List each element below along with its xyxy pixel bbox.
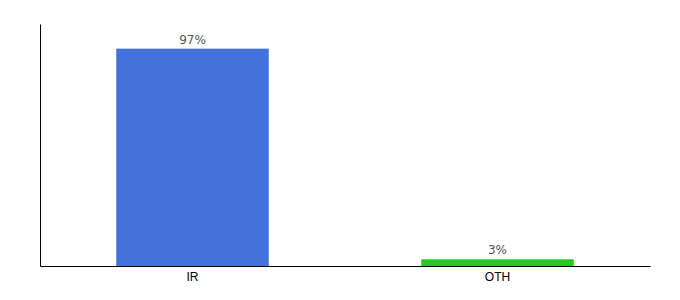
bar: [116, 49, 269, 266]
x-axis: IR OTH: [41, 266, 651, 284]
y-axis-line: [40, 25, 41, 267]
data-label: 3%: [488, 243, 507, 257]
bar: [421, 259, 574, 266]
plot: IR OTH 97% 3%: [41, 25, 651, 284]
x-tick: IR: [187, 266, 199, 284]
bars: [116, 49, 574, 266]
data-labels: 97% 3%: [179, 33, 507, 258]
data-label: 97%: [179, 33, 206, 47]
x-tick: OTH: [485, 266, 510, 284]
y-axis: [40, 25, 41, 267]
chart: IR OTH 97% 3%: [0, 0, 680, 300]
x-tick-label: IR: [187, 270, 199, 284]
x-axis-line: [41, 266, 651, 267]
x-tick-label: OTH: [485, 270, 510, 284]
